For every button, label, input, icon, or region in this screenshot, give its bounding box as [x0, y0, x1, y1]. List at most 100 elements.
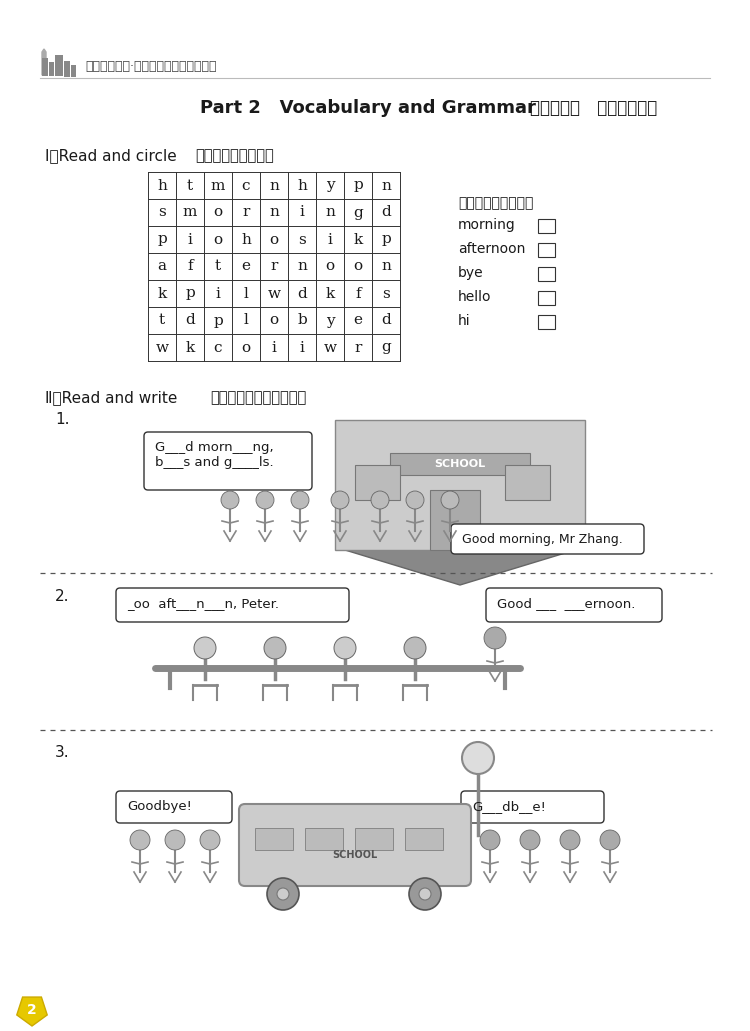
Text: e: e: [353, 313, 362, 328]
Text: r: r: [270, 260, 278, 273]
Text: r: r: [354, 340, 362, 355]
Circle shape: [165, 830, 185, 850]
Text: 1.: 1.: [55, 412, 70, 427]
Text: k: k: [158, 287, 166, 300]
Text: h: h: [157, 178, 167, 193]
Circle shape: [600, 830, 620, 850]
Text: h: h: [241, 233, 251, 246]
Bar: [430, 490, 480, 550]
Circle shape: [371, 491, 389, 509]
FancyBboxPatch shape: [461, 791, 604, 823]
Text: d: d: [381, 205, 391, 220]
Polygon shape: [345, 550, 575, 585]
Bar: [55, 55, 63, 76]
Text: 2: 2: [27, 1003, 37, 1017]
Bar: [355, 828, 393, 850]
Circle shape: [441, 491, 459, 509]
Text: i: i: [299, 205, 304, 220]
Text: i: i: [299, 340, 304, 355]
Text: SCHOOL: SCHOOL: [434, 459, 485, 469]
Text: w: w: [268, 287, 280, 300]
Text: o: o: [269, 313, 278, 328]
Text: g: g: [353, 205, 363, 220]
Bar: [538, 315, 555, 329]
Text: t: t: [159, 313, 165, 328]
Text: bye: bye: [458, 266, 484, 280]
Bar: [355, 465, 400, 500]
Text: （圈出所给的单词）: （圈出所给的单词）: [195, 148, 274, 163]
Text: d: d: [185, 313, 195, 328]
Text: p: p: [213, 313, 223, 328]
Text: p: p: [353, 178, 363, 193]
Bar: [335, 420, 585, 550]
Bar: [71, 65, 76, 77]
FancyBboxPatch shape: [116, 588, 349, 622]
Text: n: n: [269, 178, 279, 193]
Bar: [405, 828, 443, 850]
Circle shape: [480, 830, 500, 850]
Text: o: o: [353, 260, 362, 273]
Text: i: i: [328, 233, 332, 246]
Text: o: o: [269, 233, 278, 246]
Circle shape: [560, 830, 580, 850]
Text: f: f: [188, 260, 193, 273]
Circle shape: [520, 830, 540, 850]
Polygon shape: [42, 49, 46, 75]
FancyBboxPatch shape: [116, 791, 232, 823]
Circle shape: [334, 637, 356, 659]
Text: t: t: [215, 260, 221, 273]
Bar: [538, 219, 555, 233]
Text: m: m: [183, 205, 197, 220]
Text: w: w: [155, 340, 169, 355]
Text: f: f: [356, 287, 361, 300]
Text: 2.: 2.: [55, 589, 70, 604]
Text: （把下列单词补充完整）: （把下列单词补充完整）: [210, 390, 306, 405]
Text: n: n: [325, 205, 335, 220]
FancyBboxPatch shape: [486, 588, 662, 622]
Bar: [538, 291, 555, 305]
Circle shape: [409, 878, 441, 910]
Circle shape: [200, 830, 220, 850]
Text: l: l: [244, 287, 248, 300]
Text: p: p: [381, 233, 391, 246]
Text: Ⅰ．Read and circle: Ⅰ．Read and circle: [45, 148, 177, 163]
Text: o: o: [242, 340, 250, 355]
Text: d: d: [381, 313, 391, 328]
Text: g: g: [381, 340, 391, 355]
Text: hello: hello: [458, 290, 491, 304]
Bar: [538, 243, 555, 257]
Text: o: o: [214, 205, 223, 220]
Text: h: h: [297, 178, 307, 193]
FancyBboxPatch shape: [239, 804, 471, 886]
Text: morning: morning: [458, 218, 516, 232]
Circle shape: [484, 627, 506, 648]
Text: w: w: [323, 340, 337, 355]
Circle shape: [404, 637, 426, 659]
Bar: [505, 465, 550, 500]
Text: k: k: [185, 340, 195, 355]
Text: s: s: [382, 287, 390, 300]
Text: 勾出你找到的单词：: 勾出你找到的单词：: [458, 196, 533, 210]
Circle shape: [462, 742, 494, 774]
Text: l: l: [244, 313, 248, 328]
Circle shape: [264, 637, 286, 659]
Text: y: y: [326, 313, 334, 328]
Text: e: e: [242, 260, 250, 273]
Text: r: r: [242, 205, 250, 220]
Text: n: n: [269, 205, 279, 220]
Bar: [64, 61, 70, 77]
Text: Goodbye!: Goodbye!: [127, 800, 192, 813]
Text: SCHOOL: SCHOOL: [332, 850, 377, 860]
Text: s: s: [298, 233, 306, 246]
Text: a: a: [158, 260, 166, 273]
Bar: [390, 453, 530, 475]
Text: k: k: [326, 287, 334, 300]
Text: i: i: [272, 340, 277, 355]
Text: 培优满分精练·英语（一年级第一学期）: 培优满分精练·英语（一年级第一学期）: [85, 60, 217, 72]
Bar: [305, 828, 343, 850]
Circle shape: [291, 491, 309, 509]
Text: Part 2   Vocabulary and Grammar: Part 2 Vocabulary and Grammar: [200, 99, 536, 117]
Text: o: o: [214, 233, 223, 246]
Text: n: n: [381, 260, 391, 273]
Bar: [42, 58, 48, 76]
